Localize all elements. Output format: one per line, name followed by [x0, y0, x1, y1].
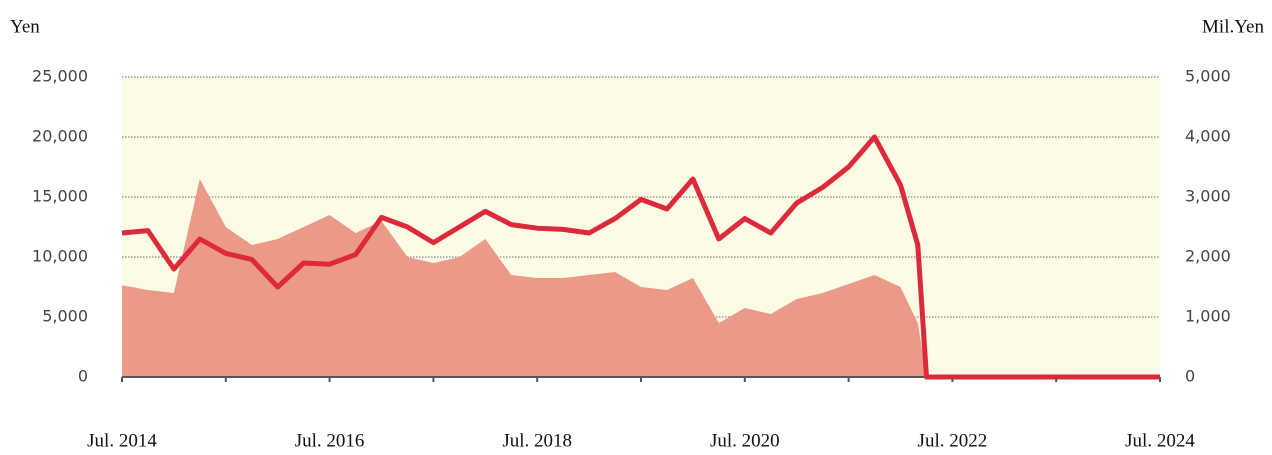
y2-tick-label: 2,000 [1185, 247, 1231, 266]
x-tick-label: Jul. 2018 [502, 430, 572, 451]
y-tick-label: 15,000 [32, 187, 88, 206]
x-tick-label: Jul. 2016 [295, 430, 365, 451]
y-tick-label: 10,000 [32, 247, 88, 266]
y-tick-label: 5,000 [42, 307, 88, 326]
x-tick-label: Jul. 2024 [1125, 430, 1195, 451]
y2-tick-label: 1,000 [1185, 307, 1231, 326]
y2-tick-label: 5,000 [1185, 67, 1231, 86]
y-axis-label: Yen [10, 16, 40, 37]
price-line [121, 134, 1160, 380]
y-tick-label: 0 [78, 367, 88, 386]
y2-axis-label: Mil.Yen [1202, 16, 1264, 37]
x-tick-label: Jul. 2020 [710, 430, 780, 451]
y-tick-label: 25,000 [32, 67, 88, 86]
y2-tick-label: 4,000 [1185, 127, 1231, 146]
x-tick-label: Jul. 2014 [87, 430, 157, 451]
y2-tick-label: 0 [1185, 367, 1195, 386]
y2-tick-label: 3,000 [1185, 187, 1231, 206]
area [122, 179, 1160, 377]
x-tick-label: Jul. 2022 [918, 430, 988, 451]
y-tick-label: 20,000 [32, 127, 88, 146]
